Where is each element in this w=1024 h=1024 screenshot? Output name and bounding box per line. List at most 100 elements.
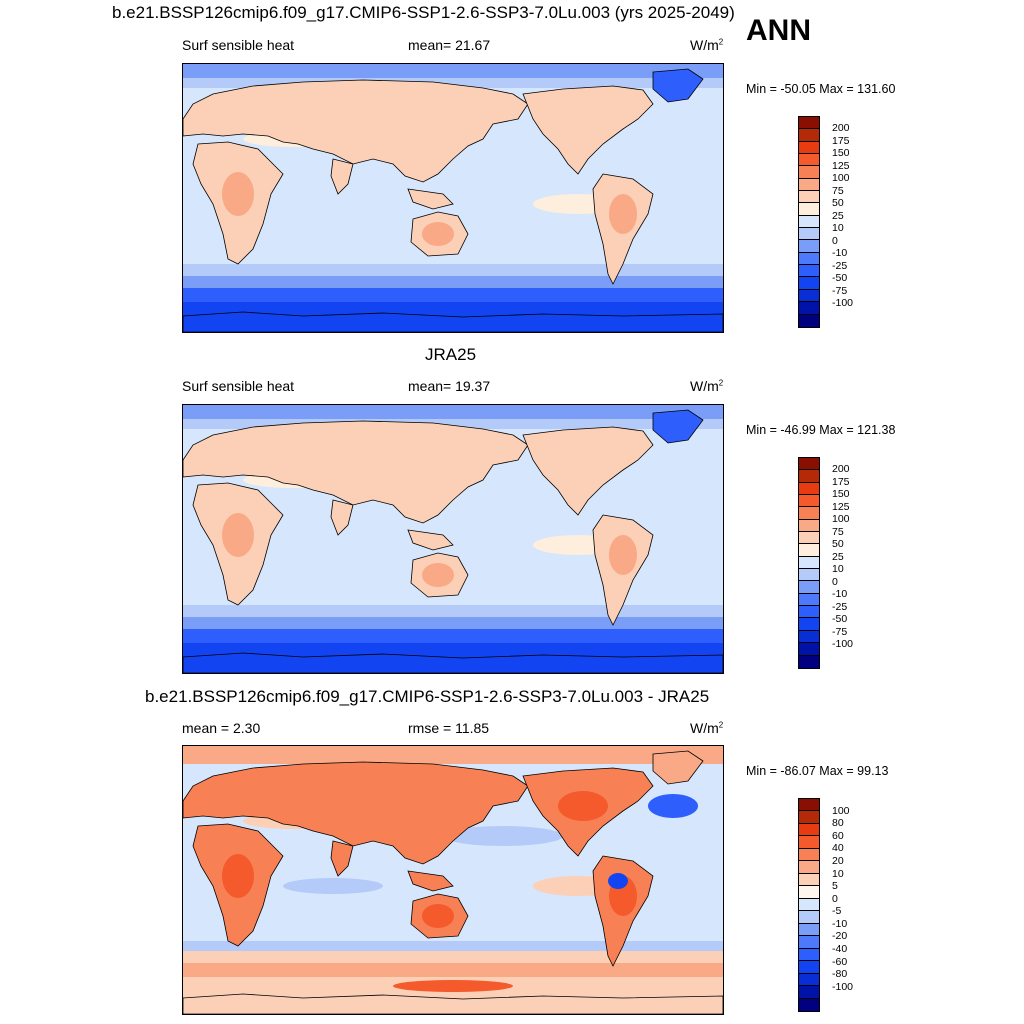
panel2-mean-label: mean= 19.37	[408, 378, 491, 394]
colorbar-level-label: -50	[832, 272, 848, 285]
colorbar-swatch	[799, 593, 819, 607]
colorbar-level-label: 200	[832, 463, 850, 476]
colorbar-swatch	[799, 848, 819, 862]
colorbar-level-label: 10	[832, 867, 844, 880]
colorbar-swatch	[799, 544, 819, 557]
colorbar-swatch	[799, 215, 819, 229]
colorbar-swatch	[799, 228, 819, 241]
colorbar-level-label: 75	[832, 525, 844, 538]
colorbar-level-label: -100	[832, 297, 854, 310]
colorbar-level-label: 200	[832, 122, 850, 135]
colorbar-swatch	[799, 458, 819, 471]
colorbar-level-label: 40	[832, 842, 844, 855]
colorbar-swatch	[799, 936, 819, 949]
colorbar-level-label: -10	[832, 247, 848, 260]
colorbar-swatch	[799, 898, 819, 912]
colorbar-swatch	[799, 811, 819, 824]
colorbar-level-label: 0	[832, 575, 838, 588]
colorbar-level-label: 175	[832, 475, 850, 488]
panel3-colorbar	[798, 798, 820, 1012]
panel2-map	[182, 404, 724, 674]
colorbar-swatch	[799, 141, 819, 155]
colorbar-level-label: 125	[832, 500, 850, 513]
colorbar-swatch	[799, 923, 819, 937]
panel2-minmax: Min = -46.99 Max = 121.38	[746, 423, 896, 437]
colorbar-level-label: 60	[832, 829, 844, 842]
colorbar-swatch	[799, 129, 819, 142]
colorbar-level-label: 125	[832, 159, 850, 172]
colorbar-swatch	[799, 482, 819, 496]
panel3-mean-label: mean = 2.30	[182, 720, 261, 736]
panel1-minmax: Min = -50.05 Max = 131.60	[746, 82, 896, 96]
colorbar-swatch	[799, 911, 819, 924]
colorbar-swatch	[799, 655, 819, 668]
colorbar-level-label: 100	[832, 804, 850, 817]
colorbar-swatch	[799, 191, 819, 204]
colorbar-level-label: -40	[832, 943, 848, 956]
colorbar-swatch	[799, 948, 819, 962]
colorbar-swatch	[799, 495, 819, 508]
colorbar-swatch	[799, 606, 819, 619]
colorbar-level-label: 100	[832, 172, 850, 185]
colorbar-swatch	[799, 998, 819, 1011]
panel1-variable-label: Surf sensible heat	[182, 37, 295, 53]
panel1-units: W/m2	[690, 37, 724, 53]
colorbar-level-label: 0	[832, 234, 838, 247]
colorbar-level-label: 10	[832, 222, 844, 235]
colorbar-level-label: 75	[832, 184, 844, 197]
colorbar-level-label: -75	[832, 284, 848, 297]
colorbar-level-label: -25	[832, 259, 848, 272]
colorbar-swatch	[799, 166, 819, 179]
colorbar-level-label: -20	[832, 930, 848, 943]
colorbar-swatch	[799, 861, 819, 874]
panel2-colorbar	[798, 457, 820, 669]
panel3-rmse-label: rmse = 11.85	[408, 720, 490, 736]
colorbar-swatch	[799, 581, 819, 594]
colorbar-swatch	[799, 154, 819, 167]
colorbar-level-label: 175	[832, 134, 850, 147]
colorbar-swatch	[799, 886, 819, 899]
panel3-minmax: Min = -86.07 Max = 99.13	[746, 764, 889, 778]
colorbar-level-label: 10	[832, 563, 844, 576]
panel1-colorbar	[798, 116, 820, 328]
colorbar-swatch	[799, 986, 819, 999]
colorbar-swatch	[799, 240, 819, 253]
panel1-map	[182, 63, 724, 333]
colorbar-level-label: -100	[832, 980, 854, 993]
colorbar-swatch	[799, 203, 819, 216]
colorbar-level-label: 0	[832, 892, 838, 905]
colorbar-level-label: -10	[832, 917, 848, 930]
panel2-title: JRA25	[425, 345, 477, 364]
panel1-mean-label: mean= 21.67	[408, 37, 491, 53]
panel3-title: b.e21.BSSP126cmip6.f09_g17.CMIP6-SSP1-2.…	[145, 687, 710, 706]
colorbar-swatch	[799, 973, 819, 987]
colorbar-swatch	[799, 252, 819, 266]
panel2-units: W/m2	[690, 378, 724, 394]
colorbar-swatch	[799, 836, 819, 849]
colorbar-swatch	[799, 289, 819, 303]
colorbar-swatch	[799, 823, 819, 837]
colorbar-level-label: 150	[832, 488, 850, 501]
colorbar-swatch	[799, 117, 819, 130]
colorbar-level-label: -25	[832, 600, 848, 613]
colorbar-level-label: 5	[832, 880, 838, 893]
colorbar-swatch	[799, 314, 819, 327]
colorbar-swatch	[799, 470, 819, 483]
colorbar-level-label: -60	[832, 955, 848, 968]
colorbar-swatch	[799, 302, 819, 315]
colorbar-level-label: -10	[832, 588, 848, 601]
panel2-variable-label: Surf sensible heat	[182, 378, 295, 394]
colorbar-swatch	[799, 799, 819, 812]
colorbar-swatch	[799, 507, 819, 520]
colorbar-swatch	[799, 618, 819, 631]
panel3-units: W/m2	[690, 720, 724, 736]
panel3-map	[182, 745, 724, 1015]
colorbar-swatch	[799, 532, 819, 545]
colorbar-level-label: 50	[832, 538, 844, 551]
colorbar-level-label: 25	[832, 550, 844, 563]
colorbar-swatch	[799, 961, 819, 974]
colorbar-swatch	[799, 556, 819, 570]
colorbar-swatch	[799, 873, 819, 887]
colorbar-swatch	[799, 265, 819, 278]
colorbar-level-label: 25	[832, 209, 844, 222]
